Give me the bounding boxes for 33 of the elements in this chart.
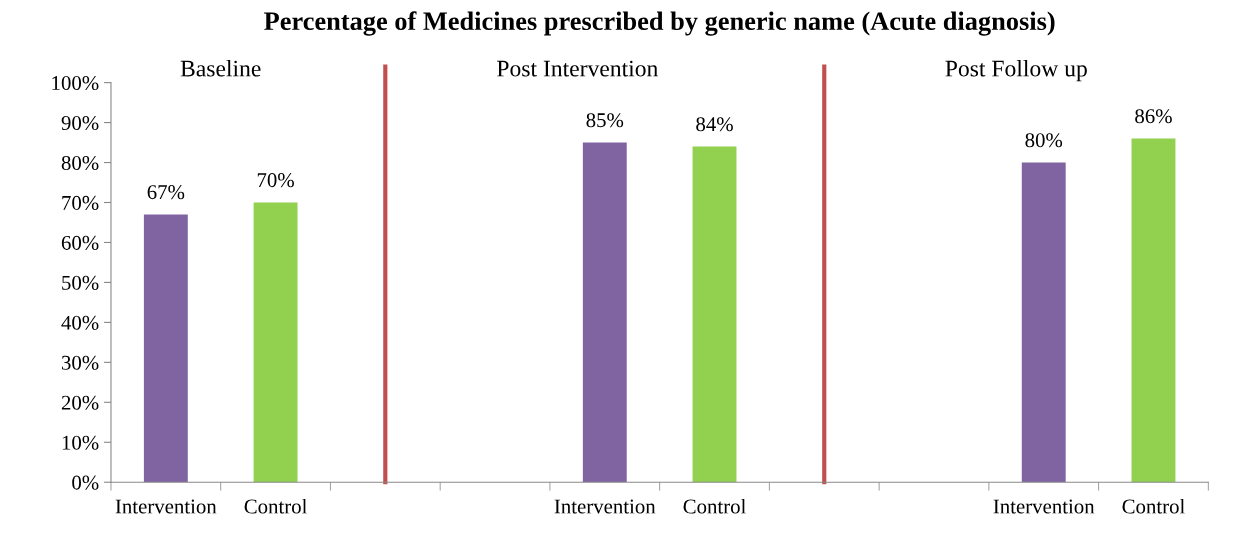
x-tick-label: Control: [683, 498, 746, 514]
y-tick-label: 10%: [62, 435, 99, 450]
y-tick-label: 0%: [72, 475, 99, 490]
data-label: 70%: [257, 173, 294, 188]
data-label: 67%: [147, 185, 185, 200]
bar: [1021, 162, 1066, 483]
data-label: 85%: [586, 113, 624, 128]
y-tick-label: 40%: [61, 315, 99, 330]
text: Post Intervention: [497, 60, 658, 77]
bar: [692, 146, 737, 483]
y-tick-label: 50%: [62, 275, 99, 290]
data-label: 80%: [1025, 133, 1063, 148]
bar: [253, 202, 298, 483]
y-tick-label: 20%: [61, 395, 99, 410]
data-label: 84%: [696, 117, 733, 132]
y-tick-label: 100%: [52, 75, 99, 91]
bar: [1131, 138, 1176, 483]
x-tick-label: Intervention: [115, 499, 217, 514]
y-tick-label: 60%: [61, 235, 99, 250]
y-tick-label: 90%: [61, 115, 99, 131]
bar: [143, 214, 188, 483]
text: Post Follow up: [945, 59, 1087, 82]
chart-title: Percentage of Medicines prescribed by generic name (Acute diagnosis): [264, 11, 1055, 36]
bar: [582, 142, 627, 483]
x-tick-label: Intervention: [554, 499, 656, 514]
y-tick-label: 70%: [62, 195, 99, 210]
y-tick-label: 80%: [61, 155, 99, 171]
x-tick-label: Intervention: [993, 499, 1095, 514]
x-tick-label: Control: [1122, 498, 1185, 514]
y-tick-label: 30%: [61, 355, 99, 370]
text: Baseline: [180, 59, 261, 77]
x-tick-label: Control: [244, 498, 307, 514]
data-label: 86%: [1135, 109, 1172, 124]
